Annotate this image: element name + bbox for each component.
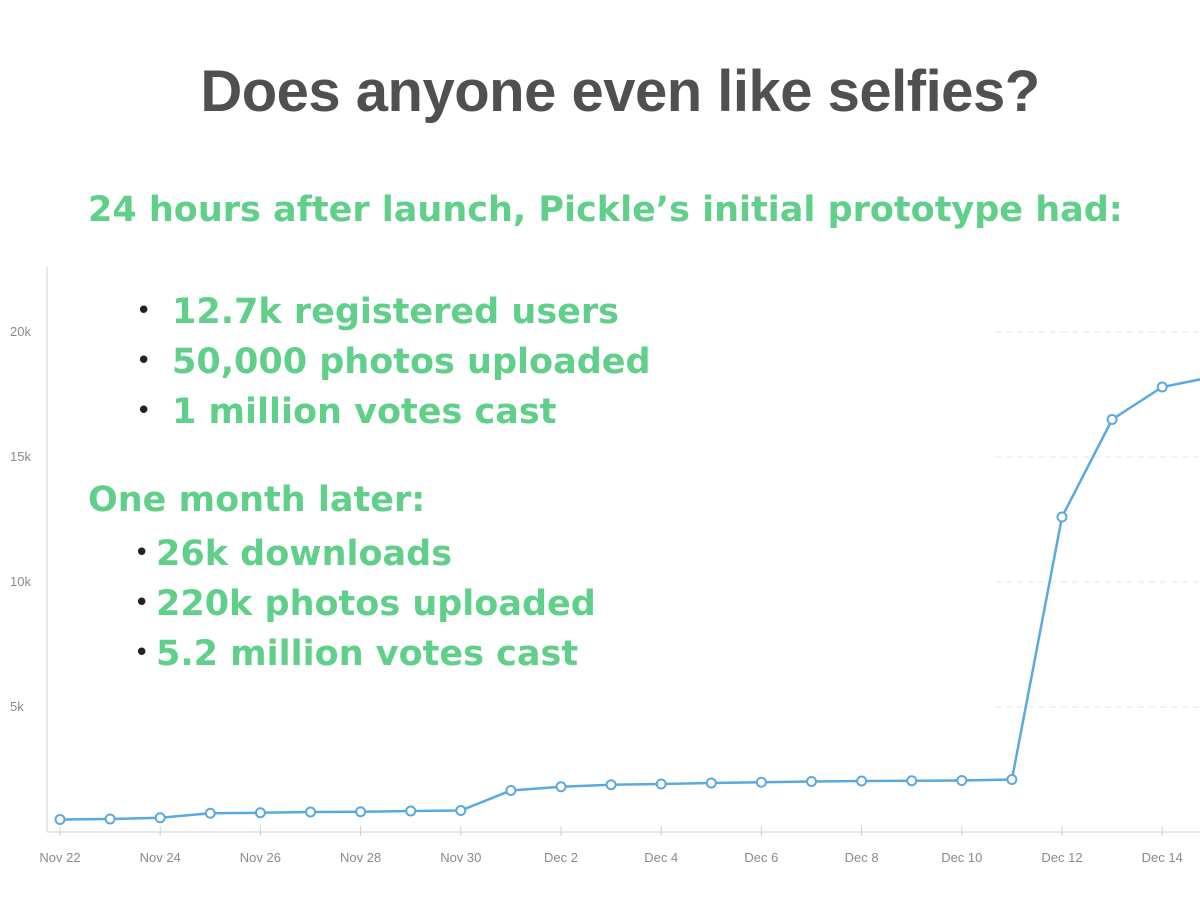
- data-point: [1156, 381, 1168, 393]
- data-point: [254, 807, 266, 819]
- later-heading: One month later:: [88, 480, 426, 520]
- data-point: [906, 775, 918, 787]
- data-point: [605, 779, 617, 791]
- data-point: [1056, 511, 1068, 523]
- data-point: [1106, 414, 1118, 425]
- data-point: [806, 776, 817, 787]
- data-point: [104, 813, 116, 825]
- data-point: [154, 812, 166, 824]
- bullet-glyph: •: [134, 638, 150, 668]
- stat-registered-users: 12.7k registered users: [172, 292, 619, 332]
- y-tick-label: 20k: [10, 324, 31, 339]
- stat-downloads: 26k downloads: [156, 534, 453, 574]
- x-tick-label: Dec 8: [845, 850, 879, 865]
- stat-photos-uploaded-later: 220k photos uploaded: [156, 584, 596, 624]
- data-point: [856, 775, 868, 787]
- x-tick-label: Dec 14: [1142, 850, 1183, 865]
- list-item: • 12.7k registered users: [136, 287, 651, 337]
- data-point: [305, 806, 316, 818]
- x-tick-label: Dec 2: [544, 850, 578, 865]
- x-tick-label: Dec 12: [1041, 850, 1082, 865]
- stat-photos-uploaded: 50,000 photos uploaded: [172, 342, 651, 382]
- x-tick-label: Nov 22: [39, 850, 80, 865]
- list-item: • 26k downloads: [134, 529, 596, 579]
- data-point: [455, 805, 467, 816]
- x-tick-label: Nov 26: [240, 850, 281, 865]
- series-line: [59, 378, 1200, 821]
- x-tick-label: Dec 10: [941, 850, 982, 865]
- data-point: [655, 778, 667, 790]
- bullet-glyph: •: [134, 538, 150, 568]
- data-point: [555, 781, 567, 793]
- data-point: [204, 807, 216, 819]
- x-tick-label: Nov 28: [340, 850, 381, 865]
- data-point: [705, 777, 717, 789]
- x-tick-label: Dec 6: [744, 850, 778, 865]
- launch-subtitle: 24 hours after launch, Pickle’s initial …: [88, 190, 1123, 230]
- list-item: • 220k photos uploaded: [134, 579, 596, 629]
- list-item: • 1 million votes cast: [136, 387, 651, 437]
- x-tick-label: Nov 30: [440, 850, 481, 865]
- x-tick-label: Nov 24: [140, 850, 181, 865]
- y-axis-ticks: 5k 10k 15k 20k: [10, 324, 31, 714]
- bullet-glyph: •: [136, 296, 152, 326]
- stat-votes-cast: 1 million votes cast: [172, 392, 557, 432]
- data-point: [405, 805, 417, 817]
- stat-votes-cast-later: 5.2 million votes cast: [156, 634, 579, 674]
- launch-stats-list: • 12.7k registered users • 50,000 photos u…: [136, 287, 651, 437]
- y-tick-label: 15k: [10, 449, 31, 464]
- data-points: [54, 381, 1168, 825]
- x-axis-ticks: Nov 22 Nov 24 Nov 26 Nov 28 Nov 30 Dec 2 Dec 4…: [39, 826, 1183, 865]
- x-tick-label: Dec 4: [644, 850, 678, 865]
- data-point: [755, 776, 767, 788]
- grid-lines: [995, 331, 1200, 708]
- data-point: [956, 775, 968, 786]
- bullet-glyph: •: [134, 588, 150, 618]
- data-point: [505, 785, 517, 796]
- bullet-glyph: •: [136, 396, 152, 426]
- y-tick-label: 10k: [10, 574, 31, 589]
- data-point: [355, 806, 367, 818]
- list-item: • 5.2 million votes cast: [134, 629, 596, 679]
- later-stats-list: • 26k downloads • 220k photos uploaded • 5.…: [134, 529, 596, 679]
- y-tick-label: 5k: [10, 699, 24, 714]
- bullet-glyph: •: [136, 346, 152, 376]
- slide-title: Does anyone even like selfies?: [200, 59, 1040, 124]
- list-item: • 50,000 photos uploaded: [136, 337, 651, 387]
- data-point: [1006, 774, 1018, 785]
- data-point: [54, 814, 66, 825]
